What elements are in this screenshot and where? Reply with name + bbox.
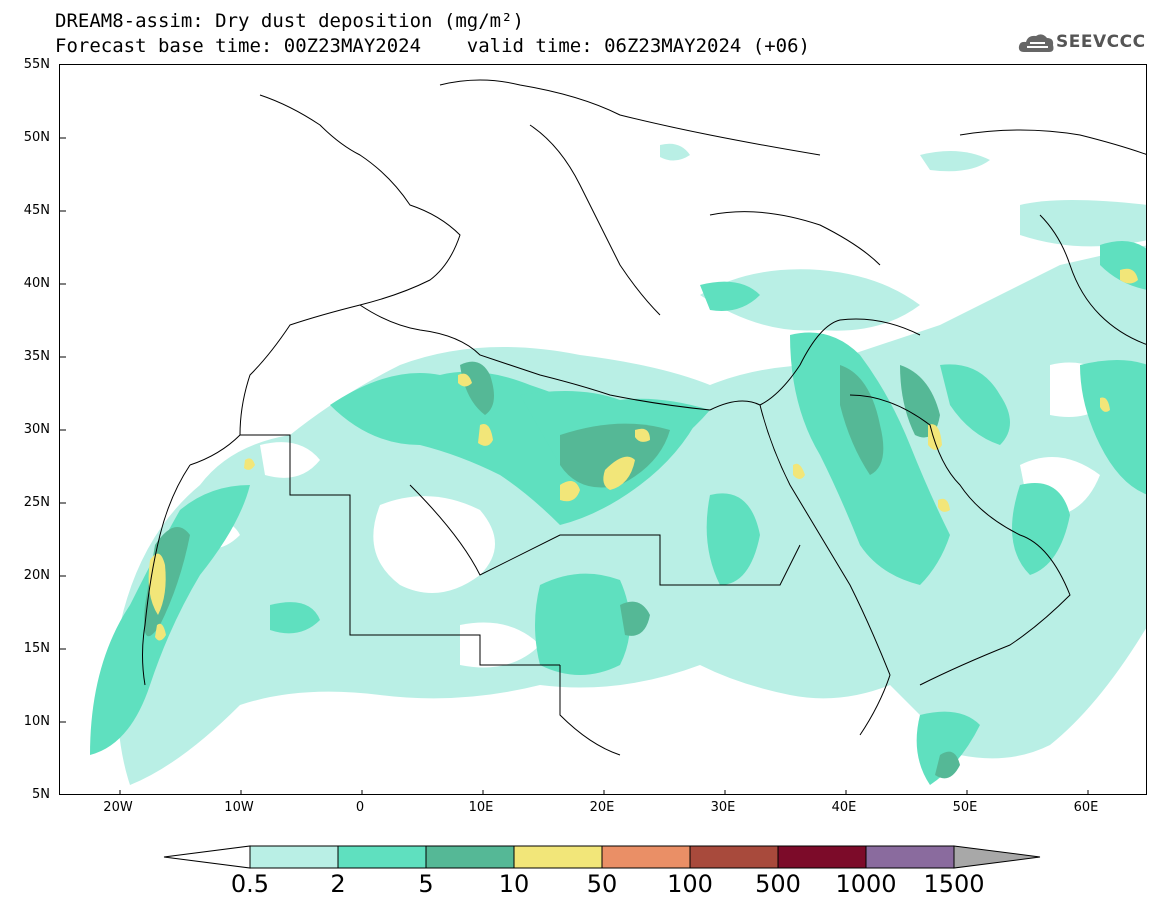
colorbar-label: 50 <box>586 870 618 898</box>
lat-tick-label: 25N <box>23 495 50 510</box>
colorbar-under-arrow <box>163 845 251 869</box>
colorbar-bin <box>513 845 603 869</box>
dust-shading <box>90 143 1146 785</box>
lon-tick-label: 10E <box>468 800 494 815</box>
colorbar-bin <box>689 845 779 869</box>
map-title: DREAM8-assim: Dry dust deposition (mg/m²… <box>55 10 524 32</box>
logo-text: SEEVCCC <box>1056 32 1146 52</box>
cloud-logo-icon <box>1018 34 1054 52</box>
lat-tick-label: 20N <box>23 568 50 583</box>
lon-tick-label: 0 <box>355 800 365 815</box>
colorbar-label: 100 <box>667 870 713 898</box>
colorbar-bin <box>777 845 867 869</box>
colorbar-bin <box>425 845 515 869</box>
lat-tick-label: 10N <box>23 714 50 729</box>
colorbar-bin <box>601 845 691 869</box>
lon-tick-label: 10W <box>224 800 254 815</box>
lon-tick-label: 50E <box>952 800 978 815</box>
colorbar-bin <box>249 845 339 869</box>
colorbar-label: 0.5 <box>230 870 270 898</box>
lat-tick-label: 55N <box>23 57 50 72</box>
lat-tick-label: 45N <box>23 203 50 218</box>
lat-tick-label: 30N <box>23 422 50 437</box>
lon-tick-label: 40E <box>831 800 857 815</box>
colorbar-over-arrow <box>953 845 1041 869</box>
colorbar-bin <box>337 845 427 869</box>
coastlines-and-borders <box>142 79 1146 756</box>
lat-tick-label: 35N <box>23 349 50 364</box>
lon-tick-label: 20W <box>103 800 133 815</box>
colorbar-label: 1500 <box>923 870 985 898</box>
colorbar-label: 500 <box>755 870 801 898</box>
colorbar-label: 2 <box>330 870 346 898</box>
lon-tick-label: 60E <box>1073 800 1099 815</box>
colorbar-bin <box>865 845 955 869</box>
lat-tick-label: 15N <box>23 641 50 656</box>
colorbar-label: 10 <box>498 870 530 898</box>
lon-tick-label: 20E <box>589 800 615 815</box>
colorbar-label: 5 <box>418 870 434 898</box>
lat-tick-label: 50N <box>23 130 50 145</box>
lat-tick-label: 5N <box>32 787 50 802</box>
colorbar-label: 1000 <box>835 870 897 898</box>
dust-deposition-map[interactable] <box>59 64 1147 795</box>
colorbar <box>163 845 1041 869</box>
graticule-ticks <box>60 137 1089 794</box>
forecast-time-line: Forecast base time: 00Z23MAY2024 valid t… <box>55 35 810 57</box>
lon-tick-label: 30E <box>710 800 736 815</box>
lat-tick-label: 40N <box>23 276 50 291</box>
